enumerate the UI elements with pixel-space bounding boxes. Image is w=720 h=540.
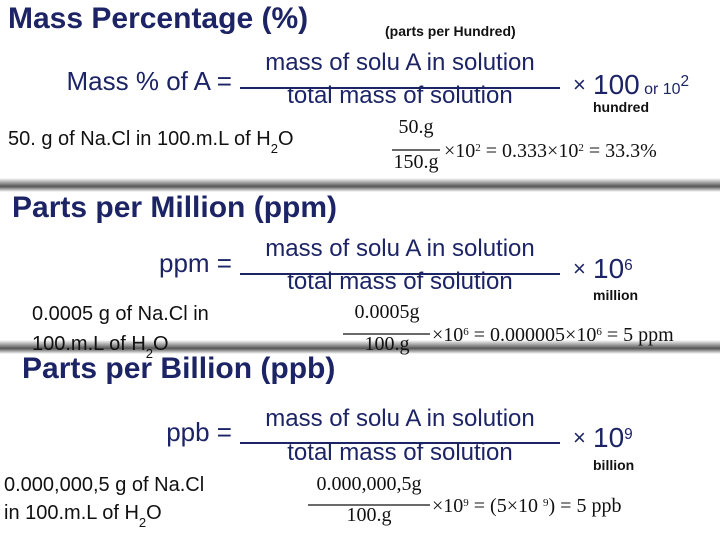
example-line: 50. g of Na.Cl in 100.m.L of H2O	[8, 128, 294, 156]
sup-text: 6	[624, 257, 633, 274]
sup-text: 2	[681, 73, 690, 90]
text-run: = 33.3%	[584, 140, 657, 162]
calc-numerator: 0.000,000,5g	[317, 473, 422, 495]
sup-text: 9	[624, 426, 633, 443]
operator: ×	[573, 256, 586, 281]
text-run: O	[278, 128, 294, 150]
small-text: or 10	[640, 81, 681, 98]
text-run: = (5×10	[469, 495, 543, 517]
formula-denominator: total mass of solution	[287, 439, 512, 466]
factor-name: hundred	[593, 99, 649, 115]
factor-name: million	[593, 287, 638, 303]
text-run: 100.m.L of H	[32, 333, 146, 355]
text-run: in 100.m.L of H	[4, 502, 139, 524]
sub-text: 2	[146, 346, 153, 361]
example-line: 0.000,000,5 g of Na.Cl	[4, 474, 204, 496]
formula-denominator: total mass of solution	[287, 268, 512, 295]
sup-text: 2	[578, 142, 584, 154]
formula-numerator: mass of solu A in solution	[265, 49, 534, 76]
formula-lhs: Mass % of A =	[67, 66, 232, 96]
sub-text: 2	[271, 141, 278, 156]
text-run: O	[153, 333, 169, 355]
factor: 106	[593, 253, 633, 284]
calc-result: ×102 = 0.333×102 = 33.3%	[444, 140, 657, 162]
text-run: ×10	[444, 140, 475, 162]
sup-text: 9	[543, 497, 549, 509]
text-run: ×10	[432, 324, 463, 346]
text-run: O	[146, 502, 162, 524]
text-run: 0.000,000,5 g of Na.Cl	[4, 474, 204, 496]
section-title: Parts per Million (ppm)	[12, 191, 337, 224]
text-run: = 5 ppm	[602, 324, 674, 346]
factor: 100 or 102	[593, 69, 689, 100]
section-title: Parts per Billion (ppb)	[22, 352, 335, 385]
separator	[0, 340, 720, 354]
text-run: ) = 5 ppb	[549, 495, 622, 517]
sup-text: 6	[596, 326, 602, 338]
example-line: 0.0005 g of Na.Cl in	[32, 303, 209, 325]
calc-denominator: 100.g	[365, 333, 410, 355]
section-title: Mass Percentage (%)	[8, 2, 308, 35]
sup-text: 9	[463, 497, 469, 509]
formula-denominator: total mass of solution	[287, 82, 512, 109]
sub-text: 2	[139, 515, 146, 530]
example-line: in 100.m.L of H2O	[4, 502, 162, 530]
text-run: 100	[593, 69, 640, 100]
calc-denominator: 100.g	[347, 504, 392, 526]
text-run: 0.0005 g of Na.Cl in	[32, 303, 209, 325]
calc-result: ×106 = 0.000005×106 = 5 ppm	[432, 324, 674, 346]
formula-lhs: ppm =	[159, 248, 232, 278]
text-run: 10	[593, 422, 624, 453]
text-run: ×10	[432, 495, 463, 517]
text-run: 50. g of Na.Cl in 100.m.L of H	[8, 128, 271, 150]
factor-name: billion	[593, 457, 634, 473]
formula-numerator: mass of solu A in solution	[265, 405, 534, 432]
calc-result: ×109 = (5×10 9) = 5 ppb	[432, 495, 621, 517]
sup-text: 6	[463, 326, 469, 338]
operator: ×	[573, 72, 586, 97]
formula-numerator: mass of solu A in solution	[265, 235, 534, 262]
calc-denominator: 150.g	[394, 151, 439, 173]
text-run: = 0.000005×10	[469, 324, 597, 346]
separator	[0, 178, 720, 192]
text-run: 10	[593, 253, 624, 284]
calc-numerator: 0.0005g	[355, 301, 420, 323]
calc-numerator: 50.g	[399, 116, 434, 138]
text-run: = 0.333×10	[481, 140, 579, 162]
formula-lhs: ppb =	[166, 417, 232, 447]
example-line: 100.m.L of H2O	[32, 333, 169, 361]
operator: ×	[573, 425, 586, 450]
sup-text: 2	[475, 142, 481, 154]
factor: 109	[593, 422, 633, 453]
section-subtitle: (parts per Hundred)	[385, 23, 516, 39]
